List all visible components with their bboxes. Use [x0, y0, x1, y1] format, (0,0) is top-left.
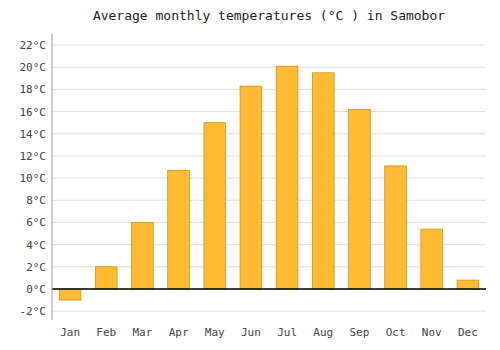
bar — [385, 166, 407, 289]
grid-line — [52, 67, 486, 68]
y-tick-label: -2°C — [20, 305, 47, 318]
grid-line — [52, 311, 486, 312]
y-axis-line — [52, 34, 53, 320]
x-tick-label: May — [205, 326, 225, 339]
x-tick-label: Aug — [313, 326, 333, 339]
grid-line — [52, 45, 486, 46]
bar — [95, 267, 117, 289]
y-tick-label: 0°C — [26, 283, 46, 296]
grid-line — [52, 133, 486, 134]
bar — [312, 73, 334, 289]
bar — [204, 123, 226, 289]
y-ticks: -2°C 0°C 2°C 4°C 6°C 8°C 10°C 12°C 14°C 16°C 18°C 2… — [20, 39, 47, 318]
y-tick-label: 10°C — [20, 172, 47, 185]
x-tick-label: Mar — [132, 326, 152, 339]
x-tick-label: Jul — [277, 326, 297, 339]
grid-line — [52, 111, 486, 112]
y-tick-label: 2°C — [26, 261, 46, 274]
grid-line — [52, 222, 486, 223]
bar — [349, 109, 371, 289]
bar — [276, 66, 298, 289]
y-tick-label: 12°C — [20, 150, 47, 163]
x-tick-label: Jun — [241, 326, 261, 339]
bar — [421, 229, 443, 289]
y-tick-label: 14°C — [20, 128, 47, 141]
grid-line — [52, 89, 486, 90]
bar — [240, 86, 262, 289]
y-tick-label: 4°C — [26, 239, 46, 252]
y-tick-label: 20°C — [20, 61, 47, 74]
y-tick-label: 8°C — [26, 194, 46, 207]
y-tick-label: 22°C — [20, 39, 47, 52]
grid-line — [52, 178, 486, 179]
bar — [132, 222, 154, 289]
chart: Average monthly temperatures (°C ) in Sa… — [0, 0, 500, 350]
bar — [59, 289, 81, 300]
y-tick-label: 18°C — [20, 83, 47, 96]
grid — [52, 45, 486, 311]
y-tick-label: 16°C — [20, 106, 47, 119]
x-ticks: Jan Feb Mar Apr May Jun Jul Aug Sep Oct Nov Dec — [60, 326, 478, 339]
x-tick-label: Dec — [458, 326, 478, 339]
grid-line — [52, 200, 486, 201]
x-tick-label: Jan — [60, 326, 80, 339]
x-tick-label: Oct — [386, 326, 406, 339]
x-tick-label: Feb — [96, 326, 116, 339]
x-tick-label: Apr — [169, 326, 189, 339]
bars — [59, 66, 479, 300]
x-tick-label: Nov — [422, 326, 442, 339]
grid-line — [52, 155, 486, 156]
y-tick-label: 6°C — [26, 216, 46, 229]
x-tick-label: Sep — [349, 326, 369, 339]
title: Average monthly temperatures (°C ) in Sa… — [93, 8, 445, 23]
bar — [168, 170, 190, 289]
bar — [457, 280, 479, 289]
grid-line — [52, 288, 486, 289]
zero-line — [52, 288, 486, 290]
